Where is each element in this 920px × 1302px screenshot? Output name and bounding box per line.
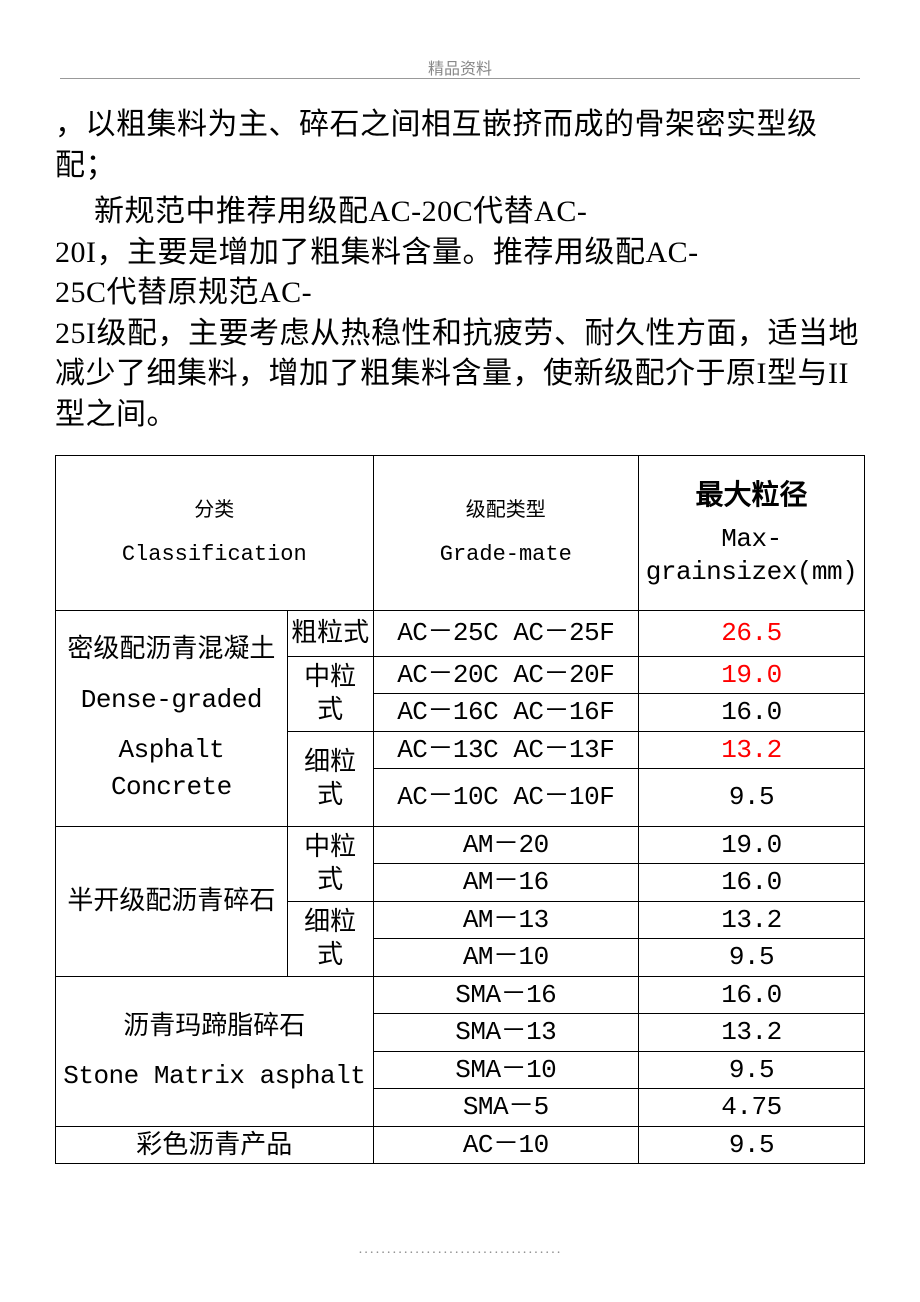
g1-sub2: 中粒式 (287, 656, 373, 731)
g3-r2-size: 13.2 (638, 1014, 864, 1052)
hdr-c3-cn: 级配类型 (378, 498, 634, 523)
g1-sub3: 细粒式 (287, 731, 373, 826)
table-row: 半开级配沥青碎石 中粒式 AM－20 19.0 (56, 826, 865, 864)
g3-r1-size: 16.0 (638, 976, 864, 1014)
g1-r1-type: AC－25C AC－25F (373, 611, 638, 657)
table-row: 沥青玛蹄脂碎石 Stone Matrix asphalt SMA－16 16.0 (56, 976, 865, 1014)
g2-r1-type: AM－20 (373, 826, 638, 864)
para1: ，以粗集料为主、碎石之间相互嵌挤而成的骨架密实型级配； (55, 105, 865, 186)
g3-name: 沥青玛蹄脂碎石 Stone Matrix asphalt (56, 976, 374, 1126)
g2-sub2: 细粒式 (287, 901, 373, 976)
footer-dots: ···································· (0, 1246, 920, 1262)
classification-table: 分类 Classification 级配类型 Grade-mate 最大粒径 M… (55, 455, 865, 1164)
classification-table-wrap: 分类 Classification 级配类型 Grade-mate 最大粒径 M… (55, 455, 865, 1164)
g1-r5-type: AC－10C AC－10F (373, 769, 638, 827)
g3-name-b: Stone Matrix asphalt (60, 1057, 369, 1096)
hdr-c3-en: Grade-mate (378, 541, 634, 569)
para2-line4: 25I级配，主要考虑从热稳性和抗疲劳、耐久性方面，适当地减少了细集料，增加了粗集… (55, 314, 865, 436)
g3-r4-type: SMA－5 (373, 1089, 638, 1127)
hdr-classification: 分类 Classification (56, 456, 374, 611)
para2-line3: 25C代替原规范AC- (55, 273, 865, 314)
g1-name-a: 密级配沥青混凝土 (60, 631, 283, 667)
g4-r1-size: 9.5 (638, 1126, 864, 1164)
g4-name: 彩色沥青产品 (56, 1126, 374, 1164)
g4-r1-type: AC－10 (373, 1126, 638, 1164)
hdr-c1-en: Classification (60, 541, 369, 569)
g2-r3-size: 13.2 (638, 901, 864, 939)
para2-line1: 新规范中推荐用级配AC-20C代替AC- (55, 192, 865, 233)
g3-r2-type: SMA－13 (373, 1014, 638, 1052)
table-row: 密级配沥青混凝土 Dense-graded Asphalt Concrete 粗… (56, 611, 865, 657)
g2-r3-type: AM－13 (373, 901, 638, 939)
body-paragraphs: ，以粗集料为主、碎石之间相互嵌挤而成的骨架密实型级配； 新规范中推荐用级配AC-… (55, 105, 865, 435)
g1-r3-size: 16.0 (638, 694, 864, 732)
g3-r3-size: 9.5 (638, 1051, 864, 1089)
g3-r1-type: SMA－16 (373, 976, 638, 1014)
g1-name-c: Asphalt Concrete (60, 732, 283, 805)
g3-r4-size: 4.75 (638, 1089, 864, 1127)
header-watermark: 精品资料 (0, 55, 920, 79)
hdr-max-grain: 最大粒径 Max-grainsizex(mm) (638, 456, 864, 611)
hdr-c4-cn: 最大粒径 (643, 478, 860, 513)
g3-r3-type: SMA－10 (373, 1051, 638, 1089)
hdr-grade-mate: 级配类型 Grade-mate (373, 456, 638, 611)
g1-r2-type: AC－20C AC－20F (373, 656, 638, 694)
hdr-c1-cn: 分类 (60, 498, 369, 523)
g2-r2-type: AM－16 (373, 864, 638, 902)
g1-r4-size: 13.2 (638, 731, 864, 769)
g1-sub1: 粗粒式 (287, 611, 373, 657)
g1-r5-size: 9.5 (638, 769, 864, 827)
g2-r1-size: 19.0 (638, 826, 864, 864)
g1-r2-size: 19.0 (638, 656, 864, 694)
g1-name: 密级配沥青混凝土 Dense-graded Asphalt Concrete (56, 611, 288, 827)
table-row: 彩色沥青产品 AC－10 9.5 (56, 1126, 865, 1164)
table-header-row: 分类 Classification 级配类型 Grade-mate 最大粒径 M… (56, 456, 865, 611)
g1-name-b: Dense-graded (60, 682, 283, 718)
hdr-c4-en: Max-grainsizex(mm) (643, 523, 860, 588)
g2-sub1: 中粒式 (287, 826, 373, 901)
g2-name: 半开级配沥青碎石 (56, 826, 288, 976)
header-rule (60, 78, 860, 79)
g2-r2-size: 16.0 (638, 864, 864, 902)
g3-name-a: 沥青玛蹄脂碎石 (60, 1006, 369, 1045)
g2-r4-size: 9.5 (638, 939, 864, 977)
g1-r4-type: AC－13C AC－13F (373, 731, 638, 769)
g1-r1-size: 26.5 (638, 611, 864, 657)
para2-line2: 20I，主要是增加了粗集料含量。推荐用级配AC- (55, 233, 865, 274)
g2-r4-type: AM－10 (373, 939, 638, 977)
g1-r3-type: AC－16C AC－16F (373, 694, 638, 732)
